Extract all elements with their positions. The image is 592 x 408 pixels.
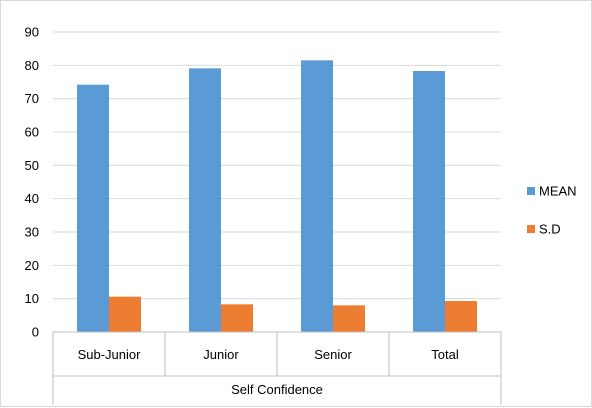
bar-s-d-sub-junior	[109, 296, 141, 332]
y-tick-label: 20	[25, 258, 39, 273]
x-category-label: Senior	[314, 347, 352, 362]
bar-mean-junior	[189, 68, 221, 332]
bar-s-d-junior	[221, 304, 253, 332]
bar-mean-sub-junior	[77, 84, 109, 333]
bar-mean-senior	[301, 60, 333, 332]
legend: MEAN S.D	[527, 184, 577, 237]
bar-s-d-senior	[333, 305, 365, 332]
y-axis-ticks: 0 10 20 30 40 50 60 70 80 90	[25, 25, 39, 340]
x-axis-categories: Sub-Junior Junior Senior Total	[78, 347, 459, 362]
legend-swatch-s-d	[527, 225, 535, 233]
x-category-label: Junior	[203, 347, 239, 362]
y-tick-label: 60	[25, 125, 39, 140]
legend-swatch-mean	[527, 187, 535, 195]
x-axis	[52, 331, 502, 405]
y-tick-label: 90	[25, 25, 39, 40]
y-tick-label: 70	[25, 91, 39, 106]
legend-label: MEAN	[539, 184, 577, 199]
y-tick-label: 50	[25, 158, 39, 173]
x-category-label: Sub-Junior	[78, 347, 142, 362]
y-tick-label: 40	[25, 191, 39, 206]
legend-label: S.D	[539, 222, 561, 237]
x-category-label: Total	[431, 347, 459, 362]
y-tick-label: 30	[25, 225, 39, 240]
y-tick-label: 0	[32, 325, 39, 340]
bars	[77, 60, 477, 333]
y-tick-label: 80	[25, 58, 39, 73]
bar-mean-total	[413, 71, 445, 332]
y-tick-label: 10	[25, 291, 39, 306]
x-axis-group-label: Self Confidence	[231, 382, 323, 397]
bar-s-d-total	[445, 301, 477, 332]
